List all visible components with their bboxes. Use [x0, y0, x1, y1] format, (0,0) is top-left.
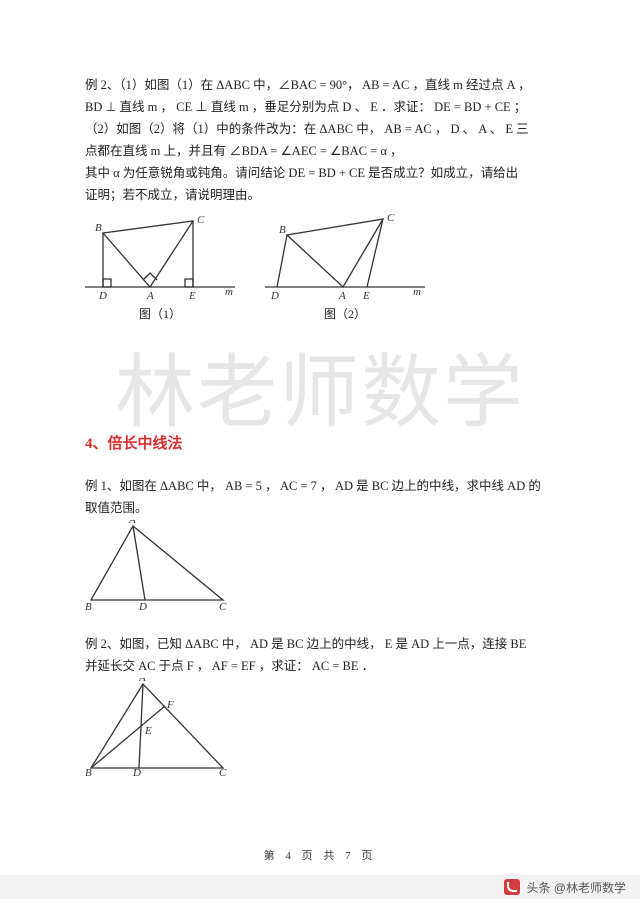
ex2-line3: （2）如图（2）将（1）中的条件改为：在 ΔABC 中， AB = AC ， D…	[85, 119, 555, 139]
byline-bar: 头条 @林老师数学	[0, 875, 640, 899]
s4ex2-line1: 例 2、如图，已知 ΔABC 中， AD 是 BC 边上的中线， E 是 AD …	[85, 634, 555, 654]
ex2-fig1: B C D A E m	[85, 213, 235, 303]
label-A: A	[146, 290, 154, 302]
ex2-line4: 点都在直线 m 上，并且有 ∠BDA = ∠AEC = ∠BAC = α ，	[85, 141, 555, 161]
s4ex2-line2: 并延长交 AC 于点 F ， AF = EF ，求证： AC = BE ．	[85, 656, 555, 676]
label-E: E	[188, 290, 196, 302]
ex2-line2: BD ⊥ 直线 m ， CE ⊥ 直线 m ，垂足分别为点 D 、 E ．求证：…	[85, 97, 555, 117]
s4ex1-fig: A B D C	[85, 520, 235, 610]
label-D2: D	[270, 290, 279, 302]
label-m: m	[225, 286, 233, 298]
ex2-line5: 其中 α 为任意锐角或钝角。请问结论 DE = BD + CE 是否成立？如成立…	[85, 163, 555, 183]
ex2-line1: 例 2、（1）如图（1）在 ΔABC 中，∠BAC = 90°， AB = AC…	[85, 75, 555, 95]
s4ex2-D: D	[132, 767, 141, 778]
label-E2: E	[362, 290, 370, 302]
s4ex1-D: D	[138, 601, 147, 610]
s4ex2-fig: A B D C E F	[85, 678, 235, 778]
s4ex2-E: E	[144, 725, 152, 737]
ex2-figures: B C D A E m 图（1）	[85, 213, 555, 324]
ex2-fig1-caption: 图（1）	[139, 305, 181, 324]
label-m2: m	[413, 286, 421, 298]
label-A2: A	[338, 290, 346, 302]
s4ex1-A: A	[128, 520, 136, 526]
label-D: D	[98, 290, 107, 302]
s4ex1-line2: 取值范围。	[85, 498, 555, 518]
s4ex2-A: A	[138, 678, 146, 684]
s4ex1-C: C	[219, 601, 227, 610]
label-C2: C	[387, 213, 395, 224]
s4ex2-F: F	[166, 699, 174, 711]
section4-title: 4、倍长中线法	[85, 432, 555, 456]
label-B: B	[95, 222, 102, 234]
s4ex2-C: C	[219, 767, 227, 778]
page-footer: 第 4 页 共 7 页	[0, 847, 640, 863]
s4ex1-line1: 例 1、如图在 ΔABC 中， AB = 5 ， AC = 7 ， AD 是 B…	[85, 476, 555, 496]
toutiao-icon	[504, 879, 520, 895]
label-C: C	[197, 214, 205, 226]
ex2-fig2-caption: 图（2）	[324, 305, 366, 324]
s4ex2-B: B	[85, 767, 92, 778]
label-B2: B	[279, 224, 286, 236]
ex2-line6: 证明；若不成立，请说明理由。	[85, 185, 555, 205]
byline-text: 头条 @林老师数学	[526, 879, 626, 896]
ex2-fig2: B C D A E m	[265, 213, 425, 303]
s4ex1-B: B	[85, 601, 92, 610]
